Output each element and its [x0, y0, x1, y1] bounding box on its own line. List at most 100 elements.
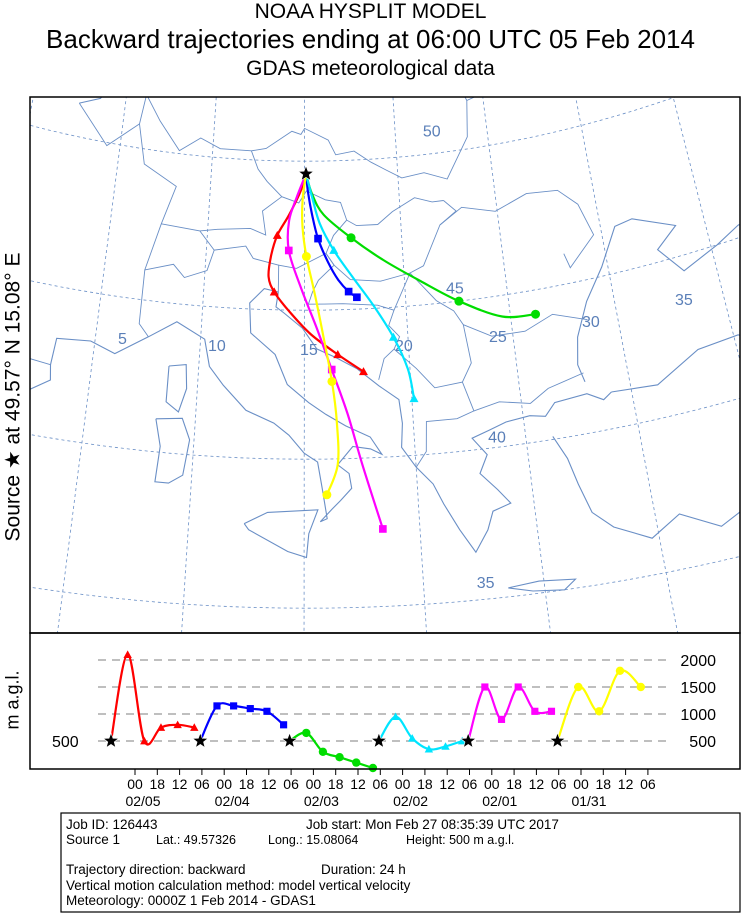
- country-border: [277, 252, 401, 380]
- country-border: [393, 272, 472, 389]
- coastline: [552, 436, 740, 539]
- trajectory-marker-3: [346, 233, 356, 243]
- height-source-star-1: [102, 732, 120, 749]
- longitude-gridline: [392, 97, 427, 633]
- latitude-gridline: [30, 236, 740, 311]
- longitude-label-10: 10: [208, 338, 226, 355]
- longitude-gridline: [30, 97, 34, 117]
- date-label: 02/04: [215, 793, 250, 809]
- coastline: [30, 336, 149, 390]
- date-label: 02/02: [393, 793, 428, 809]
- coastline: [79, 97, 103, 104]
- longitude-gridline: [0, 0, 27, 752]
- country-border: [144, 249, 215, 279]
- longitude-label-35: 35: [675, 292, 693, 309]
- height-source-star-3: [281, 732, 299, 749]
- trajectory-marker-5: [327, 365, 336, 374]
- trajectory-marker-2: [353, 293, 361, 302]
- country-border: [147, 97, 468, 180]
- coastline: [577, 218, 740, 393]
- trajectory-marker-1: [272, 230, 282, 239]
- longitude-gridline: [482, 97, 551, 633]
- height-marker-3: [335, 753, 344, 762]
- time-tick-label: 00: [216, 776, 232, 792]
- height-tick-500: 500: [689, 734, 716, 751]
- trajectory-marker-4: [329, 245, 339, 254]
- height-marker-5: [481, 683, 489, 691]
- trajectory-marker-5: [379, 525, 387, 533]
- height-tick-1500: 1500: [680, 680, 716, 697]
- longitude-gridline: [575, 97, 679, 633]
- time-tick-label: 18: [239, 776, 255, 792]
- source-number: Source 1: [66, 832, 121, 847]
- trajectory-marker-2: [314, 234, 322, 243]
- height-marker-6: [574, 682, 583, 692]
- time-tick-label: 06: [283, 776, 299, 792]
- time-tick-label: 12: [439, 776, 455, 792]
- map-frame: [29, 96, 741, 634]
- trajectory-marker-4: [409, 394, 419, 403]
- height-marker-4: [391, 712, 400, 721]
- longitude-label-30: 30: [582, 314, 600, 331]
- height-line-6: [556, 669, 642, 742]
- height-marker-3: [302, 728, 311, 738]
- time-tick-label: 18: [328, 776, 344, 792]
- trajectory-marker-2: [344, 287, 353, 296]
- trajectory-direction: Trajectory direction: backward: [66, 862, 246, 877]
- source-height: Height: 500 m a.g.l.: [406, 833, 515, 847]
- time-tick-label: 00: [306, 776, 322, 792]
- height-marker-6: [615, 666, 625, 675]
- longitude-label-25: 25: [489, 329, 507, 346]
- height-marker-3: [318, 747, 328, 756]
- trajectory-line-4: [304, 173, 416, 399]
- height-tick-2000: 2000: [680, 653, 716, 670]
- height-line-2: [199, 702, 285, 742]
- height-tick-left-500: 500: [52, 734, 79, 751]
- height-marker-6: [636, 682, 645, 692]
- country-border: [393, 272, 411, 311]
- time-tick-label: 12: [261, 776, 277, 792]
- height-marker-2: [280, 721, 288, 729]
- height-marker-6: [594, 707, 604, 716]
- height-marker-2: [263, 707, 271, 715]
- coastline: [154, 417, 191, 484]
- model-title: NOAA HYSPLIT MODEL: [254, 0, 487, 23]
- height-marker-5: [514, 683, 522, 691]
- time-tick-label: 00: [484, 776, 500, 792]
- longitude-gridline: [652, 0, 741, 717]
- time-tick-label: 06: [640, 776, 656, 792]
- height-marker-4: [458, 736, 467, 745]
- country-border: [199, 196, 283, 236]
- time-tick-label: 00: [395, 776, 411, 792]
- trajectory-marker-4: [388, 332, 398, 341]
- date-label: 02/01: [482, 793, 517, 809]
- height-marker-5: [531, 707, 539, 715]
- trajectory-marker-6: [322, 490, 332, 500]
- height-marker-2: [213, 702, 221, 710]
- country-border: [250, 150, 444, 227]
- time-tick-label: 00: [127, 776, 143, 792]
- longitude-label-15: 15: [300, 342, 318, 359]
- trajectory-marker-1: [333, 350, 343, 359]
- latitude-label-35: 35: [477, 575, 495, 592]
- latitude-gridline: [30, 97, 677, 162]
- latitude-label-45: 45: [446, 281, 464, 298]
- country-border: [463, 313, 588, 337]
- coastline: [508, 578, 577, 592]
- height-source-star-2: [191, 732, 209, 749]
- height-frame: [29, 632, 741, 770]
- height-marker-1: [123, 650, 132, 658]
- job-id: Job ID: 126443: [66, 817, 158, 832]
- time-tick-label: 06: [194, 776, 210, 792]
- trajectory-marker-3: [531, 309, 541, 319]
- time-tick-label: 18: [506, 776, 522, 792]
- height-marker-2: [230, 702, 238, 710]
- height-marker-2: [246, 705, 254, 713]
- time-tick-label: 12: [618, 776, 634, 792]
- trajectory-marker-3: [454, 296, 464, 306]
- country-border: [415, 381, 475, 468]
- longitude-gridline: [181, 97, 217, 633]
- longitude-gridline: [57, 97, 127, 633]
